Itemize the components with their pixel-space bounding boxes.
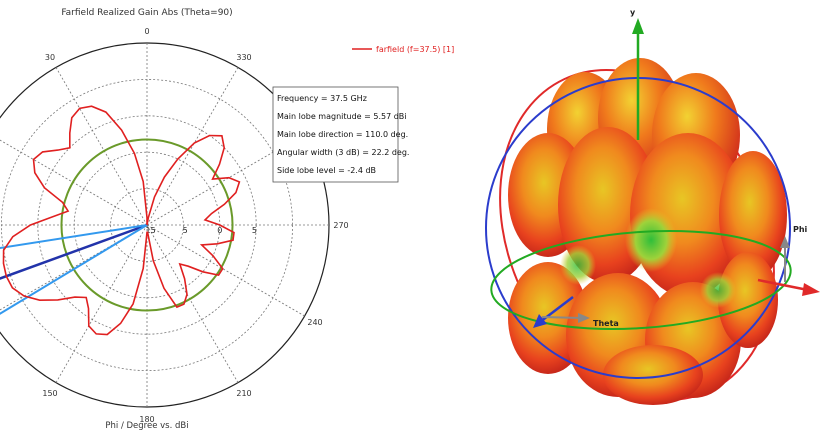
info-main-lobe-magnitude: Main lobe magnitude = 5.57 dBi [277,112,407,121]
plot-title: Farfield Realized Gain Abs (Theta=90) [61,8,232,18]
polar-chart-panel: Farfield Realized Gain Abs (Theta=90) 0 3… [0,8,455,431]
radial-tick-label: 5 [183,226,188,235]
radial-tick-label: 15 [146,226,156,235]
x-axis-arrowhead [802,283,820,296]
info-main-lobe-direction: Main lobe direction = 110.0 deg. [277,130,408,139]
radial-tick-label: 0 [217,226,222,235]
info-box-frame [272,86,399,183]
angle-tick-label: 240 [307,318,322,327]
angle-tick-label: 0 [144,27,149,36]
y-axis-label: y [630,8,636,17]
x-axis-label: Phi / Degree vs. dBi [105,421,188,431]
gain-pattern-curve [2,105,241,336]
angle-tick-label: 150 [42,389,57,398]
pattern-null [700,272,736,308]
beam-line [0,223,148,280]
radial-tick-labels: 15 5 0 5 [146,226,257,235]
theta-direction-arrowhead [578,313,590,323]
phi-direction-arrowhead [780,236,790,248]
angle-tick-labels: 0306090120150180210240270300330 [42,27,348,424]
3d-axes: y Phi Theta [533,8,820,328]
green-equator-ring [490,229,792,331]
angle-tick-label: 30 [45,53,55,62]
angle-tick-label: 270 [333,221,348,230]
pattern-null [625,208,677,272]
info-frequency: Frequency = 37.5 GHz [277,94,367,103]
beam-line [0,224,148,250]
theta-direction-line [541,316,583,319]
angle-tick-label: 180 [139,415,154,424]
beam-direction-lines [0,223,148,315]
info-box: Frequency = 37.5 GHz Main lobe magnitude… [272,86,409,183]
legend: farfield (f=37.5) [1] [352,45,454,54]
z-axis-arrowhead [533,314,547,328]
3d-pattern-lobes [508,58,787,405]
3d-radiation-pattern: y Phi Theta [485,8,820,405]
info-side-lobe-level: Side lobe level = -2.4 dB [277,166,376,175]
info-angular-width: Angular width (3 dB) = 22.2 deg. [277,148,409,157]
legend-label: farfield (f=37.5) [1] [376,45,454,54]
beam-line [0,224,148,315]
y-axis-arrowhead [632,18,644,34]
polar-chart: Farfield Realized Gain Abs (Theta=90) 0 3… [0,8,454,431]
lobe [603,345,703,405]
radial-tick-label: 5 [252,226,257,235]
grid-spoke [146,224,239,383]
theta-axis-label: Theta [593,319,619,328]
3d-pattern-panel: y Phi Theta [458,0,839,439]
lobe [718,252,778,348]
angle-tick-label: 330 [236,53,251,62]
reference-gain-circle [60,138,234,312]
angle-tick-label: 210 [236,389,251,398]
phi-axis-label: Phi [793,225,808,234]
grid-spoke [146,224,305,317]
x-axis-line [757,278,809,292]
pattern-null [560,245,596,285]
